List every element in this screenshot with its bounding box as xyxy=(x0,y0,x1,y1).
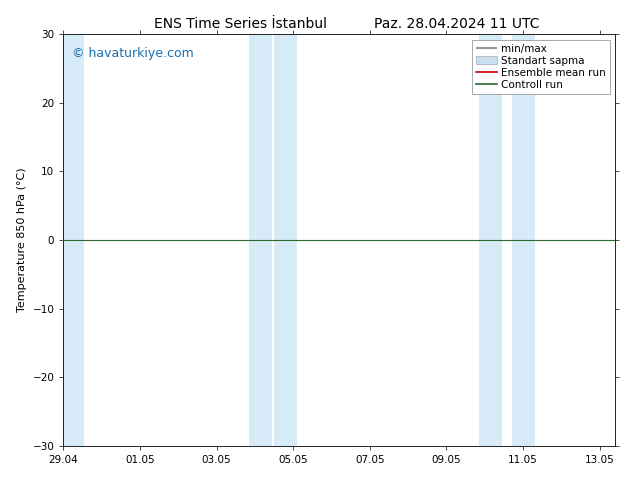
Bar xyxy=(512,34,534,446)
Text: ENS Time Series İstanbul: ENS Time Series İstanbul xyxy=(155,17,327,31)
Bar xyxy=(479,34,502,446)
Bar xyxy=(249,34,272,446)
Y-axis label: Temperature 850 hPa (°C): Temperature 850 hPa (°C) xyxy=(17,168,27,313)
Legend: min/max, Standart sapma, Ensemble mean run, Controll run: min/max, Standart sapma, Ensemble mean r… xyxy=(472,40,610,94)
Text: © havaturkiye.com: © havaturkiye.com xyxy=(72,47,193,60)
Bar xyxy=(274,34,297,446)
Text: Paz. 28.04.2024 11 UTC: Paz. 28.04.2024 11 UTC xyxy=(373,17,540,31)
Bar xyxy=(63,34,84,446)
